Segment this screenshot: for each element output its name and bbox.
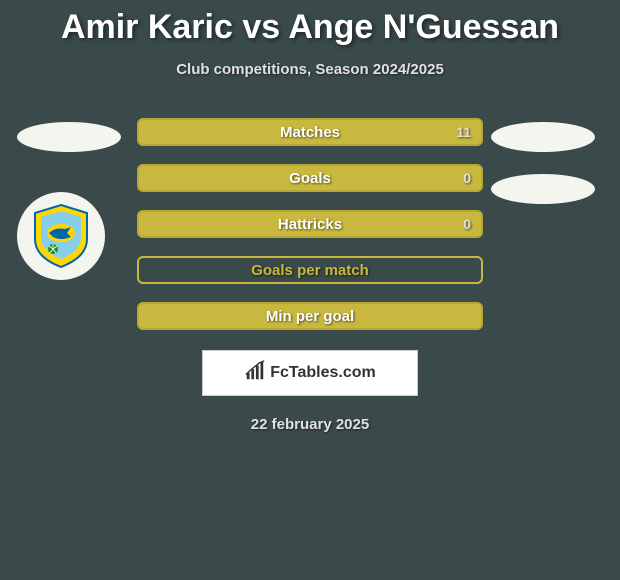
stat-bar-goals: Goals 0	[137, 164, 483, 192]
date-line: 22 february 2025	[0, 416, 620, 433]
club-badge-left	[17, 192, 105, 280]
subtitle: Club competitions, Season 2024/2025	[0, 61, 620, 78]
stat-label: Matches	[280, 124, 340, 141]
stat-label: Hattricks	[278, 216, 342, 233]
stat-bar-min-per-goal: Min per goal	[137, 302, 483, 330]
stat-label: Goals per match	[251, 262, 369, 279]
page-title: Amir Karic vs Ange N'Guessan	[0, 8, 620, 47]
player-placeholder-right-2	[491, 174, 595, 204]
stat-value: 11	[456, 124, 471, 140]
stat-bar-hattricks: Hattricks 0	[137, 210, 483, 238]
player-placeholder-left	[17, 122, 121, 152]
player-placeholder-right-1	[491, 122, 595, 152]
stat-bar-matches: Matches 11	[137, 118, 483, 146]
shield-icon	[31, 203, 91, 269]
content-row: Matches 11 Goals 0 Hattricks 0 Goals per…	[0, 118, 620, 330]
left-column	[17, 118, 129, 280]
main-container: Amir Karic vs Ange N'Guessan Club compet…	[0, 0, 620, 433]
chart-icon	[244, 360, 266, 387]
stat-label: Min per goal	[266, 308, 354, 325]
stats-column: Matches 11 Goals 0 Hattricks 0 Goals per…	[137, 118, 483, 330]
stat-value: 0	[463, 170, 471, 186]
stat-label: Goals	[289, 170, 331, 187]
stat-bar-goals-per-match: Goals per match	[137, 256, 483, 284]
fctables-logo[interactable]: FcTables.com	[202, 350, 418, 396]
logo-text: FcTables.com	[270, 364, 376, 382]
right-column	[491, 118, 603, 204]
stat-value: 0	[463, 216, 471, 232]
